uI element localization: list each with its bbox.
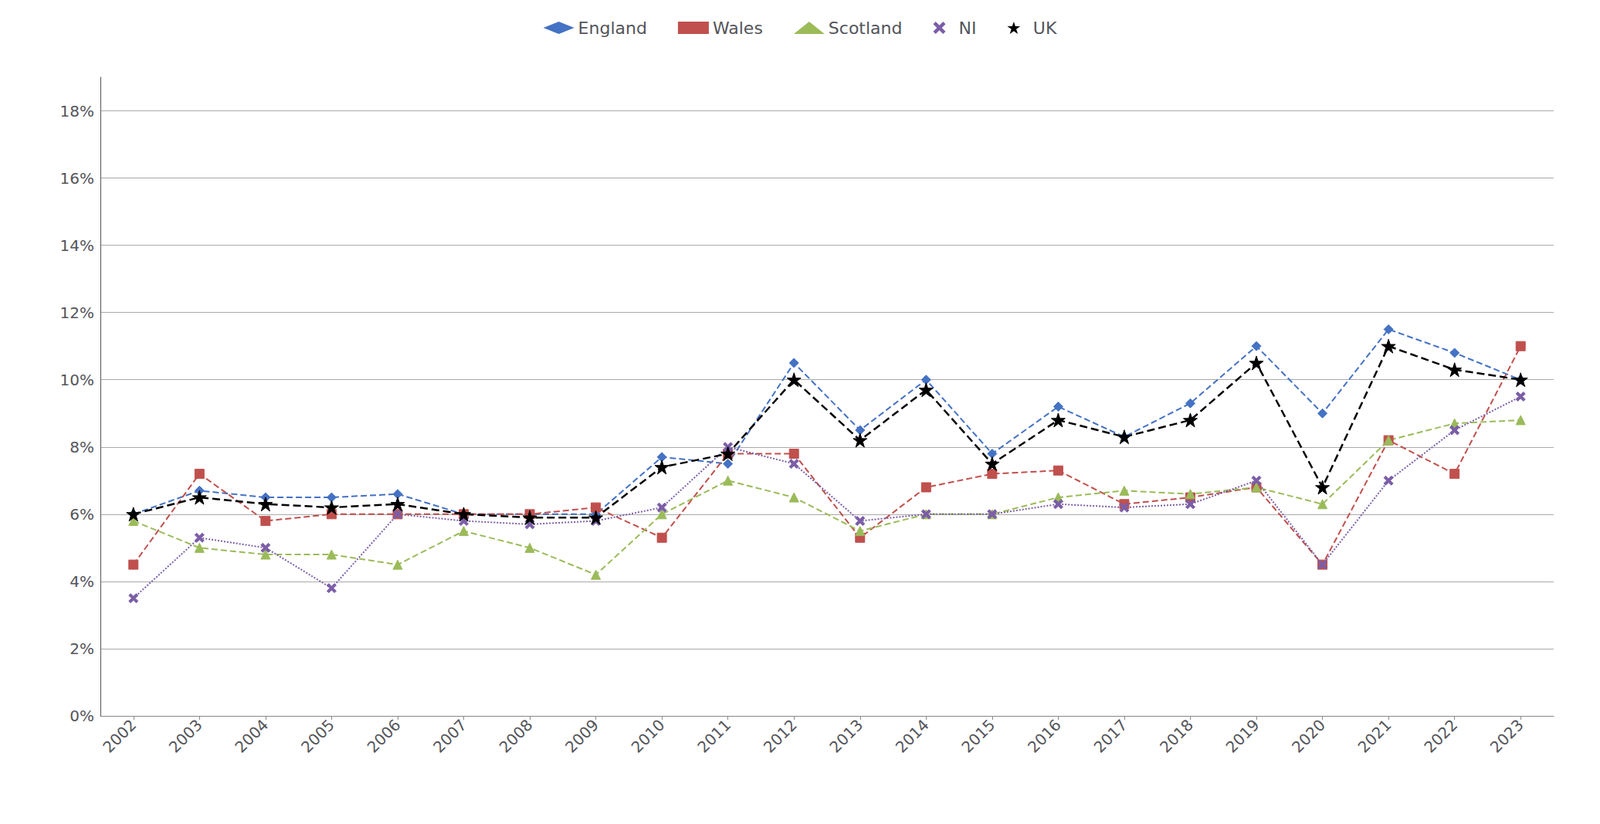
svg-text:4%: 4% [69,572,95,591]
svg-text:6%: 6% [69,505,95,524]
svg-text:2013: 2013 [825,715,867,757]
svg-text:Wales: Wales [712,18,763,38]
svg-text:2020: 2020 [1288,715,1329,757]
svg-text:2011: 2011 [693,715,735,757]
svg-text:18%: 18% [60,101,95,121]
svg-text:2006: 2006 [363,715,405,757]
svg-text:2021: 2021 [1354,715,1396,757]
svg-text:2002: 2002 [98,715,140,757]
svg-text:16%: 16% [60,169,95,188]
svg-text:2022: 2022 [1420,715,1462,757]
svg-text:2018: 2018 [1155,715,1197,757]
svg-text:2015: 2015 [957,715,999,757]
svg-text:2010: 2010 [627,715,669,757]
svg-text:10%: 10% [60,370,95,390]
svg-text:2%: 2% [69,639,95,658]
svg-text:England: England [578,18,648,38]
svg-text:2016: 2016 [1023,715,1065,757]
svg-text:2023: 2023 [1486,715,1528,757]
svg-text:2004: 2004 [230,715,272,757]
svg-text:2019: 2019 [1222,715,1264,757]
svg-text:2012: 2012 [759,715,801,757]
svg-text:Scotland: Scotland [828,18,903,38]
svg-text:2017: 2017 [1090,715,1132,757]
svg-text:0%: 0% [69,706,95,726]
svg-text:2005: 2005 [297,715,339,757]
svg-text:NI: NI [958,18,977,38]
svg-text:2009: 2009 [561,715,603,757]
svg-text:2003: 2003 [165,715,207,757]
svg-text:8%: 8% [69,437,95,457]
svg-text:UK: UK [1033,18,1058,38]
svg-text:2014: 2014 [891,715,933,757]
svg-text:12%: 12% [60,303,95,323]
svg-text:2007: 2007 [429,715,471,757]
svg-text:14%: 14% [60,236,95,255]
svg-text:2008: 2008 [495,715,537,757]
